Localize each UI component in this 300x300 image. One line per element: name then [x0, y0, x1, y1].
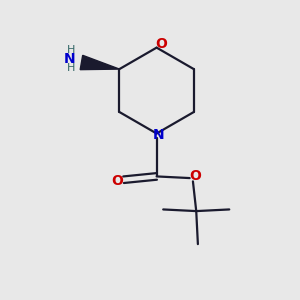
Text: H: H	[68, 63, 76, 74]
Text: N: N	[64, 52, 76, 66]
Text: N: N	[152, 128, 164, 142]
Text: O: O	[156, 37, 167, 51]
Text: O: O	[112, 174, 124, 188]
Polygon shape	[80, 55, 119, 70]
Text: H: H	[68, 45, 76, 55]
Text: O: O	[189, 169, 201, 183]
